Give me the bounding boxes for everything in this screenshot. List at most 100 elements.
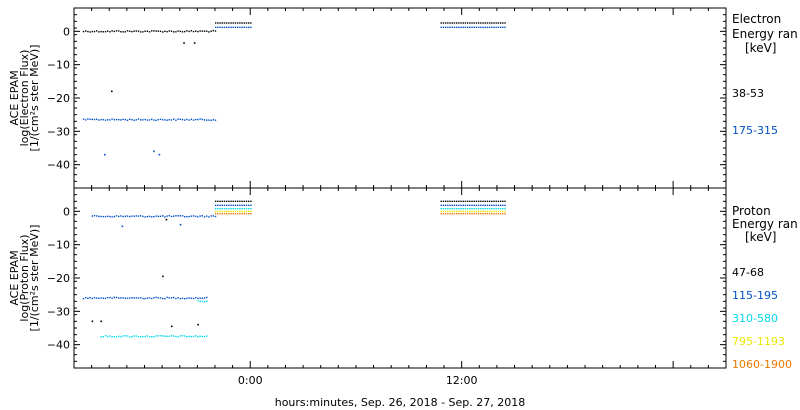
data-point: [177, 118, 179, 120]
data-point: [488, 210, 491, 213]
data-point: [129, 215, 131, 218]
data-point: [87, 297, 89, 300]
data-point: [109, 335, 111, 337]
data-point: [179, 118, 182, 121]
data-point: [122, 297, 124, 299]
data-point: [195, 118, 197, 121]
data-point: [502, 207, 504, 210]
legend-title: Electron: [732, 12, 781, 26]
data-point: [462, 200, 464, 203]
data-point: [486, 212, 489, 215]
series-795-1193: [214, 210, 506, 213]
data-point: [212, 29, 215, 32]
data-point: [115, 118, 118, 121]
data-point: [247, 200, 250, 203]
data-point: [250, 207, 252, 210]
data-point: [243, 207, 245, 210]
data-point: [170, 215, 173, 218]
data-point: [464, 200, 467, 203]
data-point: [181, 334, 184, 337]
data-point: [458, 22, 460, 24]
data-point: [477, 26, 480, 29]
data-point: [486, 26, 489, 29]
data-point: [118, 30, 120, 32]
data-point: [199, 335, 201, 337]
data-point: [502, 210, 504, 213]
data-point: [239, 204, 241, 207]
data-point: [491, 207, 493, 210]
data-point: [495, 204, 497, 207]
data-point: [451, 210, 453, 213]
data-point: [93, 30, 96, 33]
data-point: [486, 22, 489, 24]
data-point: [462, 207, 464, 210]
data-point: [502, 204, 504, 207]
data-point: [217, 210, 219, 213]
data-point: [102, 297, 105, 299]
data-point: [245, 210, 248, 213]
data-point: [96, 30, 98, 32]
data-point: [98, 119, 100, 121]
data-point: [475, 212, 478, 215]
data-point: [453, 22, 456, 24]
data-point: [203, 335, 206, 338]
data-point: [137, 215, 140, 217]
data-point: [451, 207, 453, 210]
data-point: [186, 297, 188, 300]
data-point: [179, 215, 182, 217]
data-point: [460, 210, 462, 213]
data-point: [464, 212, 467, 215]
data-point: [475, 207, 478, 210]
data-point: [144, 297, 146, 300]
data-point: [232, 207, 234, 210]
data-point: [192, 215, 195, 217]
data-point: [453, 210, 456, 213]
y-axis-label: ACE EPAMlog(Proton Flux)[1/(cm²s ster Me…: [8, 225, 41, 332]
data-point: [206, 296, 208, 299]
data-point: [480, 212, 482, 215]
y-tick-label: −10: [47, 59, 70, 72]
data-point: [243, 204, 245, 207]
data-point: [219, 26, 221, 29]
data-point: [466, 212, 469, 215]
data-point: [206, 335, 208, 337]
data-point: [179, 297, 182, 300]
data-point: [488, 200, 491, 203]
data-point: [444, 204, 447, 207]
data-point: [181, 118, 184, 121]
data-point: [245, 22, 248, 24]
data-point: [157, 30, 160, 32]
data-point: [482, 210, 484, 213]
data-point: [480, 207, 482, 210]
data-point: [148, 119, 151, 121]
data-point: [91, 215, 94, 217]
data-point: [173, 215, 175, 217]
data-point: [120, 336, 122, 338]
data-point: [164, 335, 166, 337]
data-point: [466, 204, 469, 207]
data-point: [221, 26, 223, 29]
data-point: [236, 26, 239, 29]
data-point: [495, 22, 497, 24]
data-point: [165, 218, 168, 221]
data-point: [146, 30, 149, 32]
data-point: [140, 336, 142, 338]
data-point: [462, 22, 464, 24]
data-point: [96, 118, 98, 120]
data-point: [243, 210, 245, 213]
data-point: [186, 30, 188, 32]
data-point: [442, 212, 445, 215]
data-point: [135, 297, 138, 299]
data-point: [113, 30, 116, 33]
data-point: [241, 210, 243, 213]
data-point: [486, 207, 489, 210]
data-point: [168, 335, 171, 338]
data-point: [111, 118, 113, 120]
data-point: [89, 118, 91, 121]
data-point: [199, 297, 201, 299]
data-point: [247, 210, 250, 213]
data-point: [203, 297, 206, 299]
data-point: [480, 22, 482, 24]
data-point: [466, 207, 469, 210]
